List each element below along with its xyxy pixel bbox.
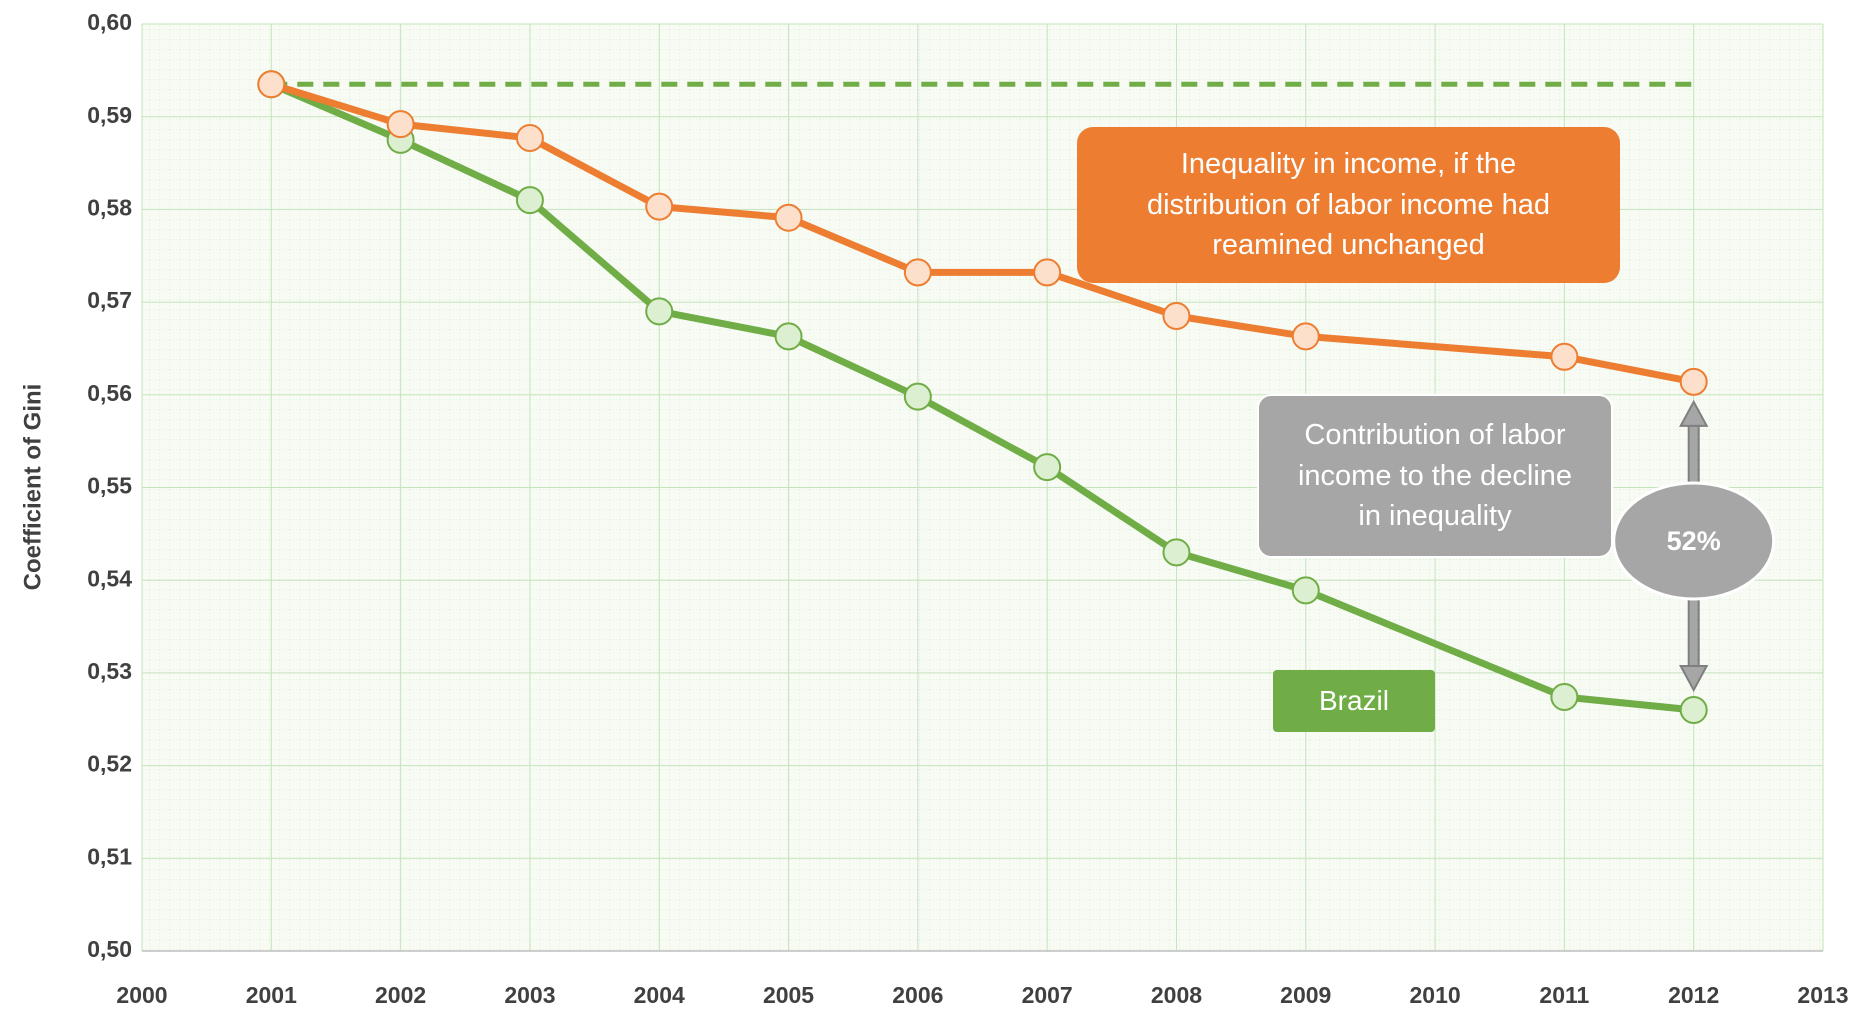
marker (1550, 683, 1579, 712)
percent-label: 52% (1667, 526, 1721, 556)
marker (645, 192, 674, 221)
y-tick-label: 0,52 (87, 751, 132, 777)
x-tick-label: 2013 (1797, 982, 1848, 1008)
x-tick-label: 2002 (375, 982, 426, 1008)
x-tick-label: 2011 (1539, 982, 1589, 1008)
percent-bubble (1612, 481, 1776, 601)
series-label: Inequality in income, if the distributio… (1077, 127, 1620, 283)
x-tick-label: 2007 (1022, 982, 1073, 1008)
marker (1033, 258, 1062, 287)
marker (774, 203, 803, 232)
y-axis-label: Coefficient of Gini (19, 384, 46, 591)
marker (515, 186, 544, 215)
x-tick-label: 2012 (1668, 982, 1719, 1008)
marker (903, 382, 932, 411)
marker (1679, 367, 1708, 396)
marker (903, 258, 932, 287)
marker (1291, 576, 1320, 605)
y-tick-label: 0,50 (87, 936, 132, 962)
x-tick-label: 2010 (1409, 982, 1460, 1008)
x-tick-label: 2008 (1151, 982, 1202, 1008)
marker (774, 322, 803, 351)
y-tick-label: 0,55 (87, 473, 132, 499)
marker (1162, 302, 1191, 331)
arrow-head (1679, 399, 1709, 427)
marker (1291, 322, 1320, 351)
x-tick-label: 2006 (892, 982, 943, 1008)
x-tick-label: 2005 (763, 982, 814, 1008)
marker (257, 70, 286, 99)
x-tick-label: 2009 (1280, 982, 1331, 1008)
marker (1550, 342, 1579, 371)
annotation-box: Contribution of labor income to the decl… (1257, 394, 1613, 558)
y-tick-label: 0,60 (87, 9, 132, 35)
marker (645, 297, 674, 326)
series-label: Brazil (1273, 670, 1435, 732)
y-tick-label: 0,56 (87, 380, 132, 406)
marker (386, 110, 415, 139)
x-tick-label: 2004 (634, 982, 685, 1008)
y-tick-label: 0,53 (87, 658, 132, 684)
marker (1162, 538, 1191, 567)
marker (1679, 695, 1708, 724)
marker (1033, 453, 1062, 482)
y-tick-label: 0,59 (87, 102, 132, 128)
y-tick-label: 0,58 (87, 194, 132, 220)
marker (515, 124, 544, 153)
x-tick-label: 2000 (116, 982, 167, 1008)
x-tick-label: 2001 (246, 982, 297, 1008)
y-tick-label: 0,51 (87, 843, 132, 869)
y-tick-label: 0,57 (87, 287, 132, 313)
x-tick-label: 2003 (504, 982, 555, 1008)
y-tick-label: 0,54 (87, 565, 132, 591)
arrow-head (1679, 664, 1709, 693)
